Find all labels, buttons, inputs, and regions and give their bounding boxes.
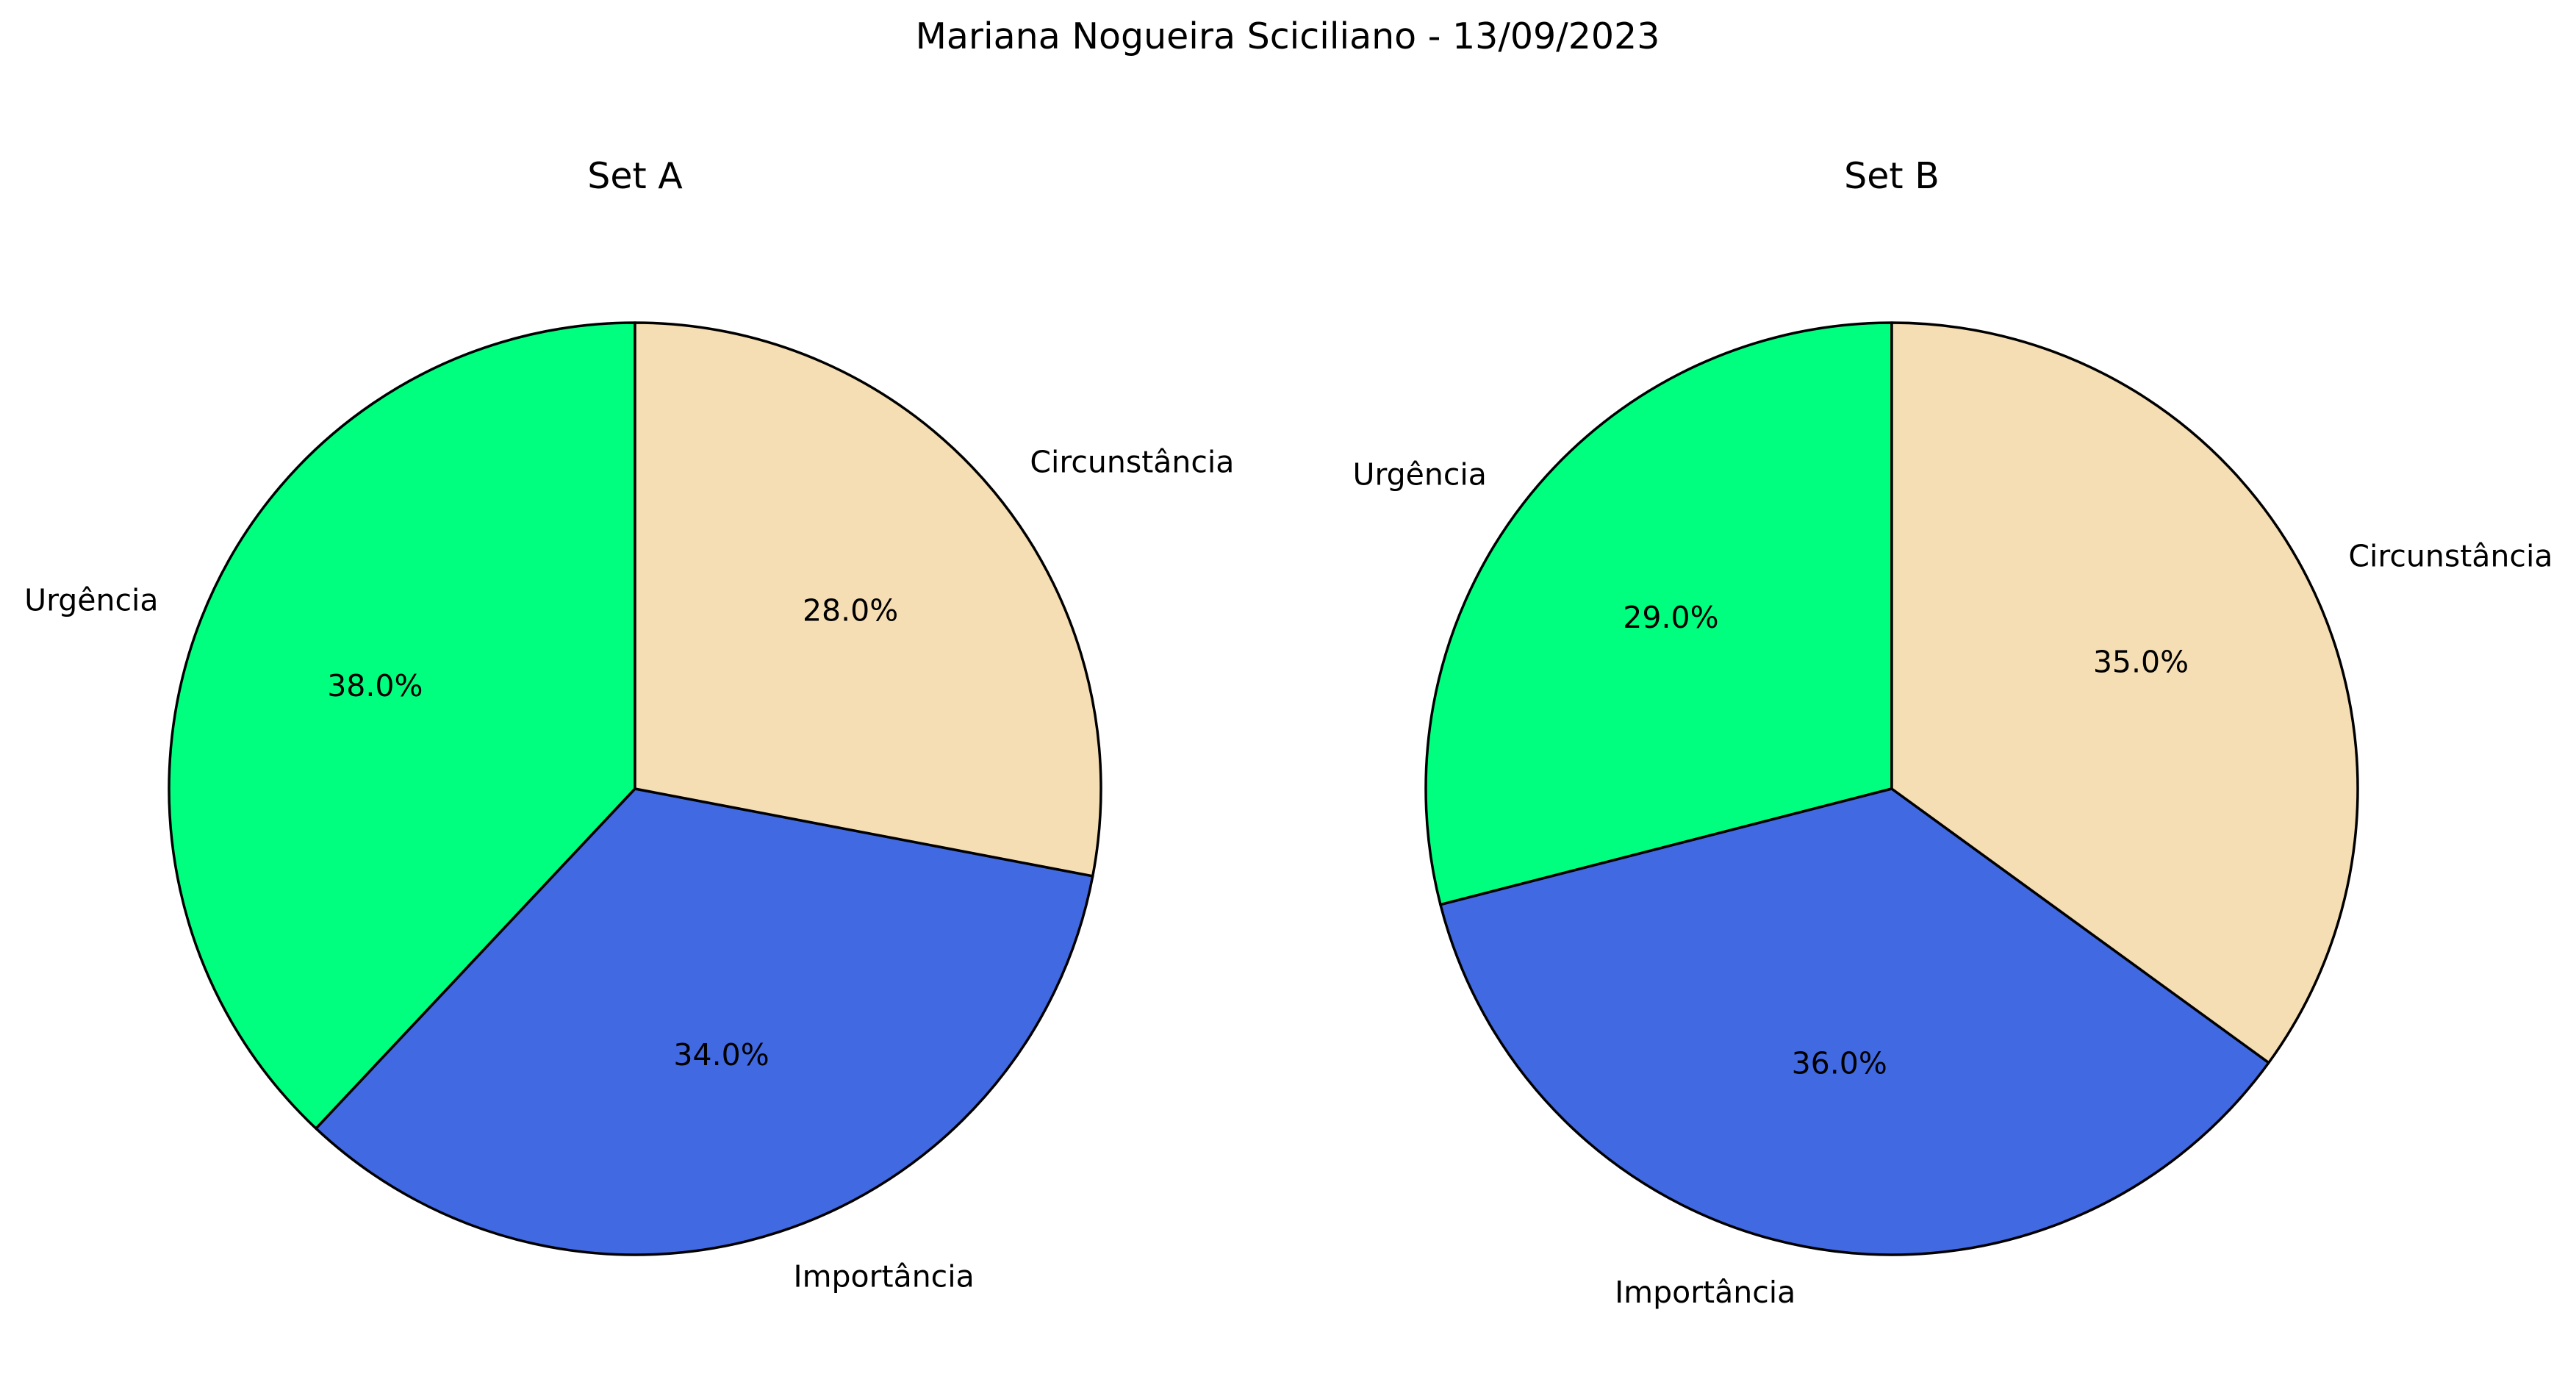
pie-chart-set-a: Set A 38.0% Urgência 34.0% Importância 28.0%… bbox=[24, 155, 1234, 1294]
pie-wedges-set-a bbox=[168, 321, 1102, 1256]
pie-category-label-set-b-importancia: Importância bbox=[1615, 1275, 1795, 1310]
chart-title-set-a: Set A bbox=[587, 155, 683, 197]
pie-labels-set-a: 38.0% Urgência 34.0% Importância 28.0% Circun… bbox=[24, 444, 1234, 1294]
pie-percent-label-set-b-circunstancia: 35.0% bbox=[2093, 644, 2189, 679]
pie-percent-label-set-b-importancia: 36.0% bbox=[1792, 1046, 1887, 1081]
pie-category-label-set-b-urgencia: Urgência bbox=[1352, 457, 1486, 493]
pie-slice-set-b-circunstancia bbox=[1890, 321, 2359, 1064]
pie-percent-label-set-a-urgencia: 38.0% bbox=[327, 668, 423, 703]
pie-slice-set-b-urgencia bbox=[1424, 321, 1893, 906]
pie-percent-label-set-b-urgencia: 29.0% bbox=[1623, 600, 1718, 635]
pie-category-label-set-a-importancia: Importância bbox=[794, 1258, 975, 1294]
pie-category-label-set-a-urgencia: Urgência bbox=[24, 582, 158, 617]
pie-chart-set-b: Set B 29.0% Urgência 36.0% Importância 35.0%… bbox=[1352, 155, 2552, 1310]
pie-percent-label-set-a-importancia: 34.0% bbox=[673, 1037, 769, 1072]
pie-wedges-set-b bbox=[1424, 321, 2359, 1256]
pie-category-label-set-a-circunstancia: Circunstância bbox=[1030, 444, 1234, 479]
figure-title: Mariana Nogueira Sciciliano - 13/09/2023 bbox=[916, 15, 1660, 57]
pie-percent-label-set-a-circunstancia: 28.0% bbox=[803, 593, 898, 629]
pie-category-label-set-b-circunstancia: Circunstância bbox=[2348, 538, 2552, 573]
chart-title-set-b: Set B bbox=[1844, 155, 1940, 197]
pie-slice-set-a-importancia bbox=[315, 787, 1094, 1256]
pie-slice-set-a-circunstancia bbox=[634, 321, 1102, 878]
pie-labels-set-b: 29.0% Urgência 36.0% Importância 35.0% Circun… bbox=[1352, 457, 2552, 1310]
pie-slice-set-b-importancia bbox=[1439, 787, 2270, 1256]
pie-slice-set-a-urgencia bbox=[168, 321, 636, 1130]
